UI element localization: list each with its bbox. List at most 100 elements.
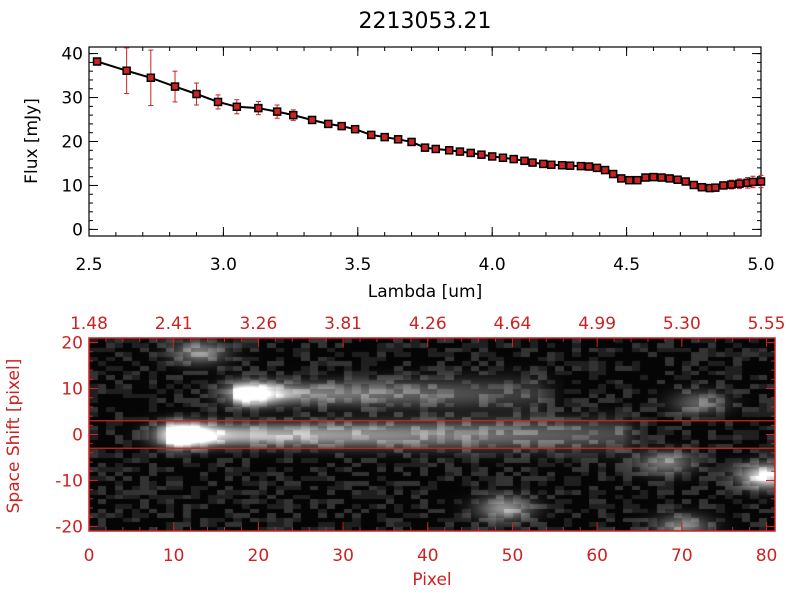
- spectrum-data-point: [487, 152, 497, 161]
- spectrum-data-point: [641, 173, 650, 182]
- spectrum-data-point: [608, 169, 618, 179]
- spectrum-data-point: [711, 183, 720, 192]
- image-x-tick-labels: 0 10 20 30 40 50 60 70 80: [84, 546, 778, 566]
- spectrum-x-tick-label: 3.5: [344, 255, 371, 275]
- spectrum-x-tick-label: 4.0: [479, 255, 506, 275]
- image-top-axis-label: 5.30: [663, 314, 701, 334]
- spectrum-y-tick-label: 30: [61, 89, 83, 109]
- image-x-axis-label: Pixel: [412, 570, 451, 590]
- spectrum-data-point: [289, 110, 298, 120]
- spectrum-series-line: [96, 60, 762, 190]
- spectrum-data-point: [337, 121, 346, 131]
- image-top-axis-label: 1.48: [70, 314, 108, 334]
- image-canvas-holder: [89, 338, 775, 531]
- spectrum-data-point: [649, 172, 658, 182]
- spectrum-data-point: [170, 82, 180, 91]
- spectrum-title: 2213053.21: [359, 9, 492, 34]
- spectrum-data-point: [665, 174, 674, 183]
- image-top-axis-labels: 1.48 2.41 3.26 3.81 4.26 4.64 4.99 5.30 5.55: [70, 314, 785, 334]
- spectrum-data-point: [420, 143, 430, 152]
- image-top-axis-label: 4.99: [578, 314, 616, 334]
- spectrum-data-point: [657, 173, 666, 182]
- spectrum-data-point: [576, 161, 586, 171]
- spectrum-data-point: [444, 146, 454, 155]
- spectrum-data-point: [633, 175, 642, 185]
- image-y-tick-label: -20: [55, 517, 83, 537]
- spectrum-data-point: [307, 115, 317, 125]
- spectrum-data-point: [616, 174, 626, 183]
- image-y-tick-label: 10: [61, 380, 83, 400]
- spectrum-data-point: [380, 132, 389, 142]
- spectrum-data-point: [735, 179, 744, 188]
- spectrum-data-point: [254, 103, 263, 113]
- spectrum-ticks: [88, 47, 762, 236]
- image-x-tick-label: 50: [502, 546, 524, 566]
- spectrum-data-point: [498, 153, 508, 163]
- spectrum-data-point: [272, 107, 282, 116]
- spectrum-data-point: [600, 165, 610, 175]
- image-x-tick-label: 20: [248, 546, 270, 566]
- spectrum-data-point: [689, 180, 699, 190]
- spectrum-data-point: [592, 163, 602, 173]
- spectrum-x-tick-label: 2.5: [75, 255, 102, 275]
- spectrum-y-axis-label: Flux [mJy]: [22, 98, 42, 184]
- image-top-axis-label: 5.55: [748, 314, 786, 334]
- spectrum-data-point: [748, 177, 758, 187]
- spectrum-data-point: [192, 89, 201, 99]
- image-x-tick-label: 30: [332, 546, 354, 566]
- spectrum-data-point: [366, 130, 376, 140]
- spectrum-markers: [92, 57, 766, 193]
- spectrum-data-point: [350, 124, 360, 134]
- spectrum-x-tick-label: 3.0: [210, 255, 237, 275]
- image-top-axis-label: 3.26: [239, 314, 277, 334]
- extraction-window-lines: [89, 420, 775, 449]
- image-y-tick-label: 0: [72, 426, 83, 446]
- spectrum-y-tick-label: 0: [72, 220, 83, 240]
- image-y-tick-label: 20: [61, 334, 83, 354]
- image-panel: 0 10 20 30 40 50 60 70 80 20 10 0 -10 -20 1.48 2.41 3.…: [4, 314, 785, 590]
- spectrum-data-point: [509, 154, 518, 164]
- spectrum-data-point: [92, 57, 102, 66]
- spectrum-data-point: [539, 159, 548, 169]
- spectrum-data-point: [393, 135, 403, 144]
- spectrum-data-point: [625, 175, 634, 185]
- spectrum-data-point: [584, 162, 594, 171]
- image-y-axis-label: Space Shift [pixel]: [4, 359, 24, 514]
- spectrum-x-tick-label: 4.5: [613, 255, 640, 275]
- spectrum-data-point: [431, 144, 441, 154]
- spectrum-y-tick-label: 10: [61, 176, 83, 196]
- spectrum-y-tick-label: 40: [61, 45, 83, 65]
- spectrum-data-point: [520, 156, 529, 166]
- spectrum-data-point: [407, 137, 416, 147]
- image-top-axis-label: 2.41: [155, 314, 193, 334]
- spectrum-data-point: [455, 147, 465, 156]
- spectrum-data-point: [323, 119, 333, 129]
- spectrum-y-tick-labels: 0 10 20 30 40: [61, 45, 83, 241]
- spectrum-data-point: [146, 73, 156, 83]
- spectrum-x-tick-label: 5.0: [747, 255, 774, 275]
- spectrum-errorbars: [94, 47, 764, 192]
- spectrum-y-tick-label: 20: [61, 133, 83, 153]
- spectrum-data-point: [697, 182, 707, 192]
- spectrum-data-point: [466, 148, 475, 158]
- spectrum-x-axis-label: Lambda [um]: [368, 282, 482, 302]
- image-x-tick-label: 10: [163, 546, 185, 566]
- image-top-axis-label: 3.81: [324, 314, 362, 334]
- spectrum-plot-frame: [88, 46, 762, 237]
- spectrum-x-tick-labels: 2.5 3.0 3.5 4.0 4.5 5.0: [75, 255, 774, 275]
- image-x-tick-label: 70: [671, 546, 693, 566]
- image-x-tick-label: 60: [586, 546, 608, 566]
- spectrum-data-point: [232, 102, 242, 112]
- image-y-tick-label: -10: [55, 471, 83, 491]
- image-top-axis-label: 4.26: [409, 314, 447, 334]
- spectrum-data-point: [557, 160, 567, 170]
- image-x-tick-label: 80: [756, 546, 778, 566]
- spectrum-data-point: [122, 66, 131, 75]
- image-ticks: [88, 338, 775, 531]
- spectrum-data-point: [528, 158, 537, 167]
- spectrum-panel: 2213053.21 2.5 3.0 3.5 4.0 4.5 5.0 010203040 …: [22, 9, 775, 302]
- image-x-tick-label: 40: [417, 546, 439, 566]
- spectrum-data-point: [727, 180, 736, 189]
